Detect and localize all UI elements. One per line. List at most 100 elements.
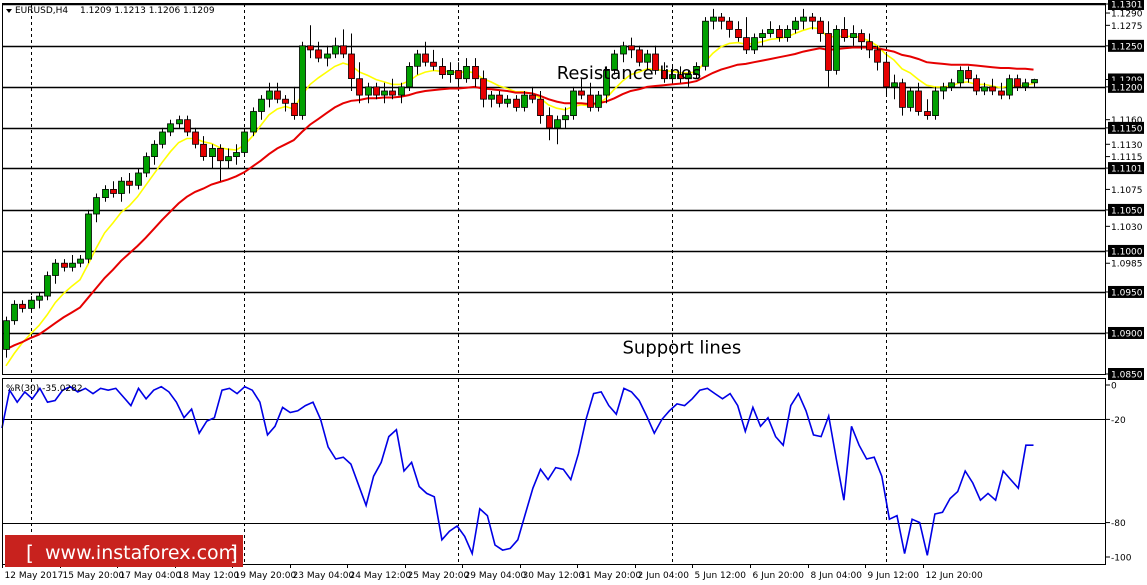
candle — [1022, 78, 1029, 91]
price-tick-label: 1.1160 — [1111, 116, 1143, 126]
candle-body — [1031, 79, 1038, 84]
price-tick-label: 1.1301 — [1111, 1, 1143, 11]
candle — [398, 82, 405, 104]
candle-body — [513, 98, 520, 108]
candle — [135, 168, 142, 190]
time-tick-label: 17 May 04:00 — [120, 571, 182, 581]
candle — [743, 17, 750, 54]
candle — [439, 58, 446, 79]
candle-body — [110, 188, 117, 194]
candle-body — [998, 90, 1005, 96]
candle-body — [628, 45, 635, 51]
candle — [85, 209, 92, 264]
resistance-annotation: Resistance lines — [557, 63, 702, 84]
candle — [291, 86, 298, 120]
osc-tick-label: -20 — [1111, 416, 1126, 426]
candle — [1006, 74, 1013, 100]
candle-body — [19, 303, 26, 309]
candle-body — [743, 37, 750, 51]
candle — [36, 292, 43, 309]
candle — [932, 86, 939, 120]
oscillator-group — [1, 385, 1106, 557]
candle-body — [463, 66, 470, 80]
instaforex-watermark: [ www.instaforex.com ] — [5, 535, 243, 567]
candle-body — [940, 86, 947, 92]
candle-body — [414, 53, 421, 67]
candle — [274, 82, 281, 104]
candle — [825, 21, 832, 87]
candle — [529, 86, 536, 104]
candle-body — [496, 94, 503, 104]
candle-body — [332, 45, 339, 55]
candle-body — [340, 45, 347, 55]
candle-body — [3, 320, 10, 350]
candle-body — [365, 86, 372, 96]
candle — [759, 29, 766, 46]
candle-body — [554, 119, 561, 129]
candle — [669, 66, 676, 83]
candle — [430, 49, 437, 71]
candle — [981, 82, 988, 96]
candle-body — [209, 147, 216, 157]
candle — [472, 58, 479, 87]
candle-body — [274, 90, 281, 100]
candle — [381, 82, 388, 104]
moving-average-line — [5, 46, 1034, 351]
candle — [874, 45, 881, 71]
candle-body — [735, 28, 742, 38]
candle-body — [44, 275, 51, 297]
price-tick-label: 1.0850 — [1111, 371, 1143, 381]
symbol-dropdown-icon[interactable] — [6, 9, 12, 13]
candle-body — [595, 94, 602, 108]
candle-body — [620, 45, 627, 55]
time-tick-label: 15 May 20:00 — [63, 571, 125, 581]
candle — [365, 82, 372, 104]
candle — [373, 82, 380, 100]
candle-body — [1022, 82, 1029, 88]
candle-body — [233, 152, 240, 157]
time-tick-label: 12 Jun 20:00 — [926, 571, 983, 581]
candle-body — [800, 16, 807, 22]
time-tick-label: 9 Jun 12:00 — [868, 571, 920, 581]
candle-body — [833, 28, 840, 71]
candle-body — [422, 53, 429, 63]
candle-body — [1006, 78, 1013, 96]
osc-axis-group: 0 -20 -80 -100 — [1106, 382, 1132, 564]
price-tick-label: 1.1275 — [1111, 22, 1143, 32]
candle — [61, 259, 68, 272]
candle — [1031, 78, 1038, 87]
oscillator-line — [1, 385, 1034, 557]
price-label-box — [1108, 80, 1144, 93]
candle-body — [176, 119, 183, 125]
candle — [726, 17, 733, 38]
candle-body — [126, 180, 133, 186]
candle-body — [348, 53, 355, 80]
candle-body — [52, 262, 59, 276]
candle-body — [217, 147, 224, 162]
candle-body — [587, 94, 594, 108]
candle-body — [439, 66, 446, 76]
candle — [570, 86, 577, 120]
candle-body — [546, 115, 553, 129]
watermark-background — [5, 535, 243, 567]
price-label-box — [1108, 121, 1144, 134]
candle-body — [282, 98, 289, 104]
candle-body — [636, 49, 643, 63]
candle-body — [488, 94, 495, 100]
candle-body — [603, 70, 610, 96]
candle-body — [356, 78, 363, 96]
candle — [143, 152, 150, 178]
candle-body — [661, 70, 668, 80]
time-tick-label: 25 May 20:00 — [408, 571, 470, 581]
candle-body — [167, 123, 174, 133]
candle-body — [652, 53, 659, 71]
candle-body — [299, 45, 306, 116]
candle — [126, 173, 133, 194]
candle-body — [677, 74, 684, 80]
symbol-label: EURUSD,H4 — [15, 6, 68, 16]
candle — [998, 82, 1005, 100]
candle-body — [93, 197, 100, 215]
candle-body — [11, 303, 18, 322]
price-tick-label: 1.0985 — [1111, 260, 1143, 270]
candle-body — [874, 49, 881, 63]
